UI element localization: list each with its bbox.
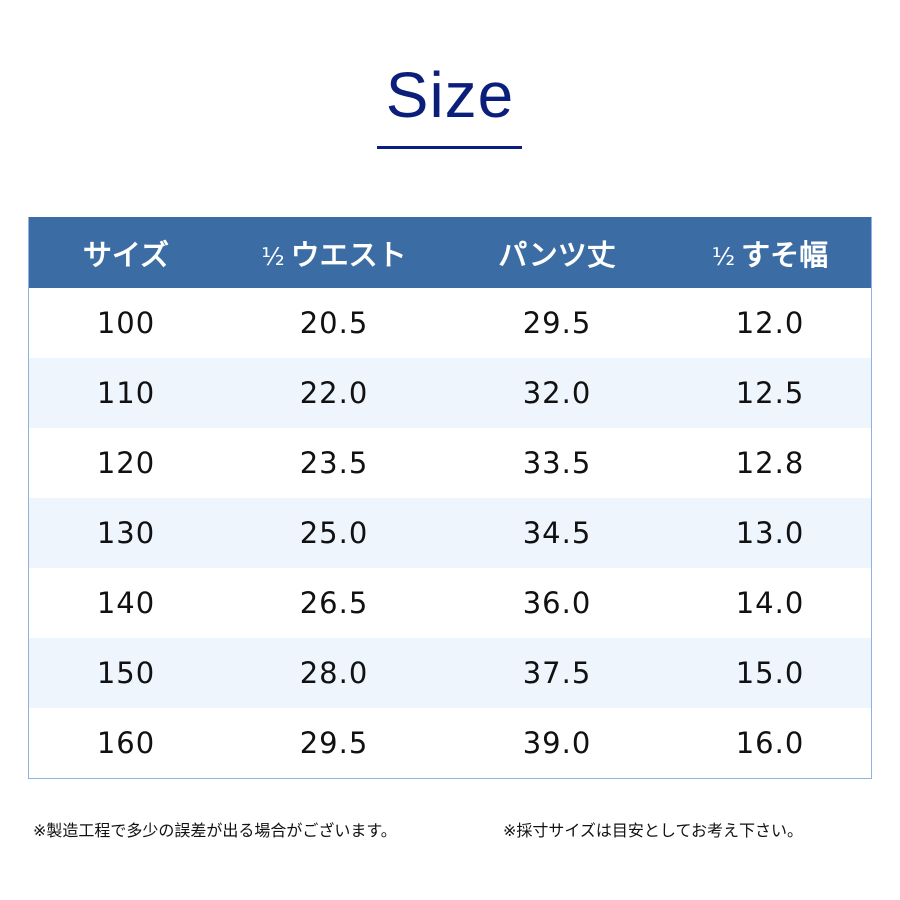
column-header-label: すそ幅 <box>741 237 829 272</box>
table-cell: 32.0 <box>522 376 592 410</box>
table-cell: 13.0 <box>735 516 805 550</box>
table-cell: 26.5 <box>299 586 369 620</box>
table-cell: 20.5 <box>299 306 369 340</box>
column-header: パンツ丈 <box>445 232 669 274</box>
table-cell: 33.5 <box>522 446 592 480</box>
size-table: サイズ ½ ウエスト パンツ丈 ½ すそ幅 100 20.5 29.5 12.0 110 22.0 3… <box>28 217 872 779</box>
table-header: サイズ ½ ウエスト パンツ丈 ½ すそ幅 <box>29 217 871 288</box>
note-tolerance: ※製造工程で多少の誤差が出る場合がございます。 <box>33 821 397 840</box>
table-cell: 110 <box>96 376 156 410</box>
table-cell: 28.0 <box>299 656 369 690</box>
page-title: Size <box>385 59 515 131</box>
table-cell: 22.0 <box>299 376 369 410</box>
table-cell: 36.0 <box>522 586 592 620</box>
table-cell: 150 <box>96 656 156 690</box>
column-header-label: パンツ丈 <box>498 237 616 272</box>
table-cell: 16.0 <box>735 726 805 760</box>
table-row: 130 25.0 34.5 13.0 <box>29 498 871 568</box>
table-cell: 12.8 <box>735 446 805 480</box>
fraction-half: ½ <box>711 242 736 271</box>
column-header: サイズ <box>29 232 223 274</box>
column-header: ½ すそ幅 <box>669 232 871 274</box>
column-header-label: ウエスト <box>290 237 407 272</box>
column-header: ½ ウエスト <box>223 232 445 274</box>
table-row: 120 23.5 33.5 12.8 <box>29 428 871 498</box>
table-cell: 12.5 <box>735 376 805 410</box>
table-row: 160 29.5 39.0 16.0 <box>29 708 871 778</box>
table-row: 140 26.5 36.0 14.0 <box>29 568 871 638</box>
table-row: 110 22.0 32.0 12.5 <box>29 358 871 428</box>
table-cell: 120 <box>96 446 156 480</box>
table-cell: 140 <box>96 586 156 620</box>
note-measurement: ※採寸サイズは目安としてお考え下さい。 <box>503 821 803 840</box>
table-row: 100 20.5 29.5 12.0 <box>29 288 871 358</box>
table-cell: 14.0 <box>735 586 805 620</box>
table-cell: 29.5 <box>522 306 592 340</box>
table-cell: 15.0 <box>735 656 805 690</box>
table-cell: 160 <box>96 726 156 760</box>
table-cell: 130 <box>96 516 156 550</box>
table-cell: 23.5 <box>299 446 369 480</box>
fraction-half: ½ <box>261 242 285 271</box>
table-cell: 29.5 <box>299 726 369 760</box>
table-cell: 37.5 <box>522 656 592 690</box>
table-cell: 12.0 <box>735 306 805 340</box>
column-header-label: サイズ <box>82 237 170 272</box>
table-cell: 39.0 <box>522 726 592 760</box>
table-cell: 34.5 <box>522 516 592 550</box>
table-cell: 25.0 <box>299 516 369 550</box>
title-underline <box>377 146 522 149</box>
table-cell: 100 <box>96 306 156 340</box>
table-row: 150 28.0 37.5 15.0 <box>29 638 871 708</box>
